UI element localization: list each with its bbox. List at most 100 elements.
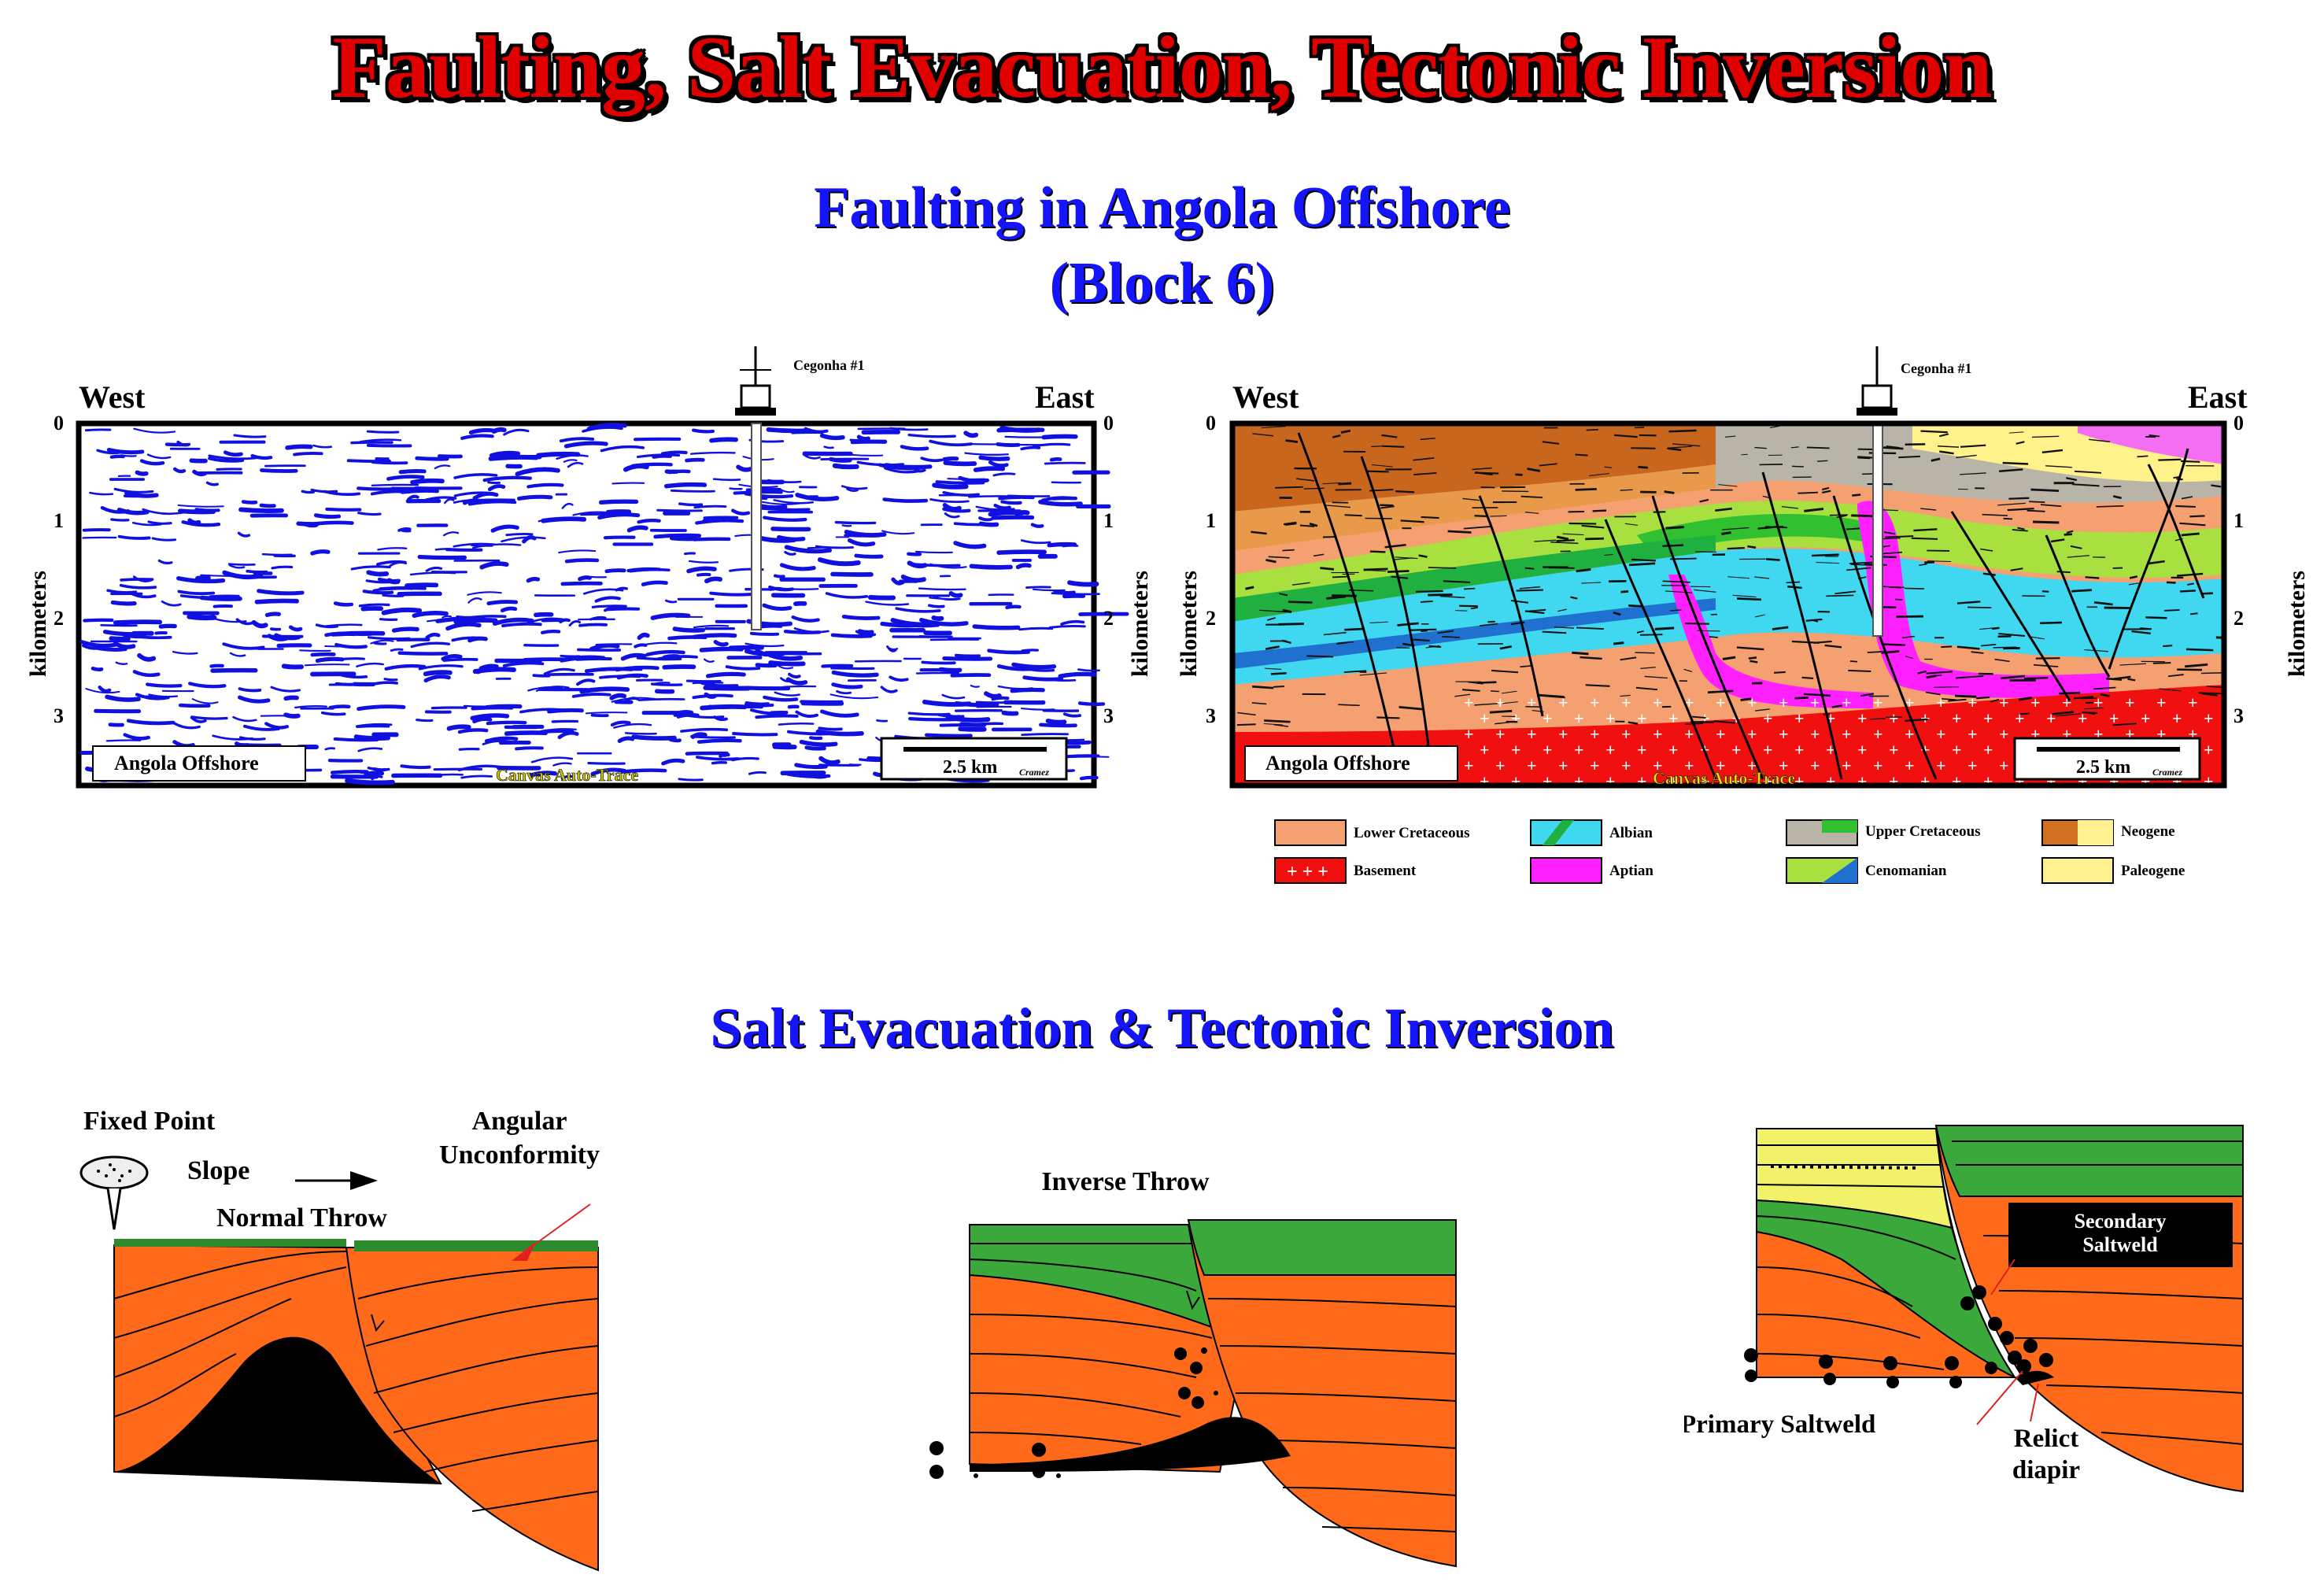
section1-title: Faulting in Angola Offshore (814, 176, 1510, 240)
well-label: Cegonha #1 (793, 357, 865, 373)
svg-text:+: + (2030, 693, 2041, 712)
strata-lines (1756, 1140, 2244, 1445)
well-pipe (751, 423, 762, 630)
tick-1-right: 1 (1103, 509, 1114, 532)
tick-1: 1 (54, 509, 64, 532)
legend-item-neogene: Neogene (2041, 819, 2175, 846)
weld-dots (1744, 1285, 2053, 1388)
tick-3: 3 (1206, 704, 1216, 727)
svg-text:+: + (1747, 693, 1757, 712)
seismic-frame (76, 420, 1097, 789)
svg-text:+: + (2204, 771, 2214, 791)
tick-2-right: 2 (1103, 607, 1114, 630)
svg-text:+: + (2046, 708, 2056, 728)
svg-text:+: + (1873, 693, 1883, 712)
scale-label: 2.5 km (943, 757, 997, 778)
seismic-right-panel: Cegonha #1 West East + + + + + + + + + + + + + + + + + + +… (1176, 346, 2310, 884)
svg-text:+: + (1794, 771, 1805, 791)
diagram-saltweld: Secondary Saltweld Primary Saltweld Reli… (1684, 1125, 2244, 1493)
tick-2: 2 (54, 607, 64, 630)
fixed-point-pin (106, 1188, 122, 1230)
svg-text:+: + (1952, 708, 1962, 728)
svg-text:+: + (1936, 756, 1946, 775)
svg-text:Upper Cretaceous: Upper Cretaceous (1865, 823, 1981, 840)
tick-0-right: 0 (1103, 412, 1114, 434)
tick-0: 0 (54, 412, 64, 434)
svg-text:+: + (1605, 740, 1616, 760)
svg-text:+: + (1637, 740, 1647, 760)
salt-body (114, 1336, 441, 1484)
unconformity-arrow (512, 1242, 535, 1261)
svg-text:+: + (1842, 724, 1852, 744)
svg-text:+: + (1574, 771, 1584, 791)
section1-subtitle: (Block 6) (1049, 251, 1275, 316)
svg-text:+: + (1967, 756, 1978, 775)
svg-text:+: + (1653, 693, 1663, 712)
scale-box (2013, 737, 2201, 781)
primary-pointer (1976, 1370, 2023, 1425)
svg-text:+: + (1889, 708, 1899, 728)
svg-text:+: + (1495, 756, 1506, 775)
tick-1-right: 1 (2233, 509, 2244, 532)
svg-text:+: + (1983, 740, 1993, 760)
svg-text:+: + (1637, 708, 1647, 728)
rig-icon (1857, 346, 1897, 416)
geologic-section: + + + + + + + + + + + + + + + + + + + + + + + + + + + + + + + + + + + + + + + +… (1232, 423, 2224, 791)
legend-item-lower-cretaceous: Lower Cretaceous (1274, 819, 1470, 846)
tick-2: 2 (1206, 607, 1216, 630)
tick-3: 3 (54, 704, 64, 727)
fixed-point-icon (79, 1155, 149, 1190)
unconformity-pointer (527, 1203, 591, 1251)
svg-text:+: + (1983, 771, 1993, 791)
section-frame (1229, 420, 2227, 789)
svg-text:Basement: Basement (1354, 863, 1417, 879)
svg-text:+: + (1779, 693, 1789, 712)
throw-arrow (371, 1314, 385, 1333)
svg-text:+: + (1999, 756, 2009, 775)
svg-text:+: + (1905, 724, 1915, 744)
tick-2-right: 2 (2233, 607, 2244, 630)
svg-text:+: + (1936, 693, 1946, 712)
svg-text:+: + (2093, 693, 2104, 712)
author-label: Cramez (1019, 767, 1049, 778)
svg-text:+: + (1857, 708, 1868, 728)
svg-text:+: + (2172, 708, 2182, 728)
legend-item-paleogene: Paleogene (2041, 857, 2185, 884)
legend-item-cenomanian: Cenomanian (1786, 857, 1947, 884)
svg-text:+: + (2156, 693, 2167, 712)
svg-text:+: + (1716, 756, 1726, 775)
tick-0-right: 0 (2233, 412, 2244, 434)
svg-text:+: + (1511, 708, 1521, 728)
green-wedge-left (1756, 1199, 2017, 1380)
svg-text:+: + (1779, 756, 1789, 775)
west-label: West (1232, 379, 1299, 415)
svg-text:+: + (1668, 708, 1679, 728)
svg-text:+: + (1621, 756, 1631, 775)
svg-text:+: + (1905, 693, 1915, 712)
weld-dots (929, 1347, 1218, 1479)
svg-text:+: + (1747, 724, 1757, 744)
svg-text:+: + (1684, 756, 1694, 775)
svg-text:+: + (1668, 771, 1679, 791)
legend-item-albian: Albian (1530, 819, 1653, 846)
scale-box (880, 737, 1068, 781)
tick-3-right: 3 (2233, 704, 2244, 727)
svg-text:+: + (1905, 756, 1915, 775)
svg-text:+: + (1920, 708, 1931, 728)
svg-text:+: + (2078, 708, 2088, 728)
svg-text:+: + (1999, 693, 2009, 712)
svg-text:+: + (1857, 771, 1868, 791)
secondary-label-1: Secondary (2075, 1210, 2167, 1233)
angular-label-2: Unconformity (439, 1140, 600, 1170)
axis-label-right: kilometers (2284, 571, 2310, 677)
relict-diapir (2015, 1370, 2054, 1385)
svg-text:+: + (1653, 756, 1663, 775)
svg-text:Aptian: Aptian (1609, 863, 1653, 879)
svg-text:+: + (2141, 708, 2151, 728)
svg-text:+: + (1495, 693, 1506, 712)
legend-item-upper-cretaceous: Upper Cretaceous (1786, 819, 1981, 846)
svg-text:+: + (1574, 708, 1584, 728)
svg-text:+: + (1480, 771, 1490, 791)
svg-text:+: + (1889, 771, 1899, 791)
svg-text:+: + (1495, 724, 1506, 744)
